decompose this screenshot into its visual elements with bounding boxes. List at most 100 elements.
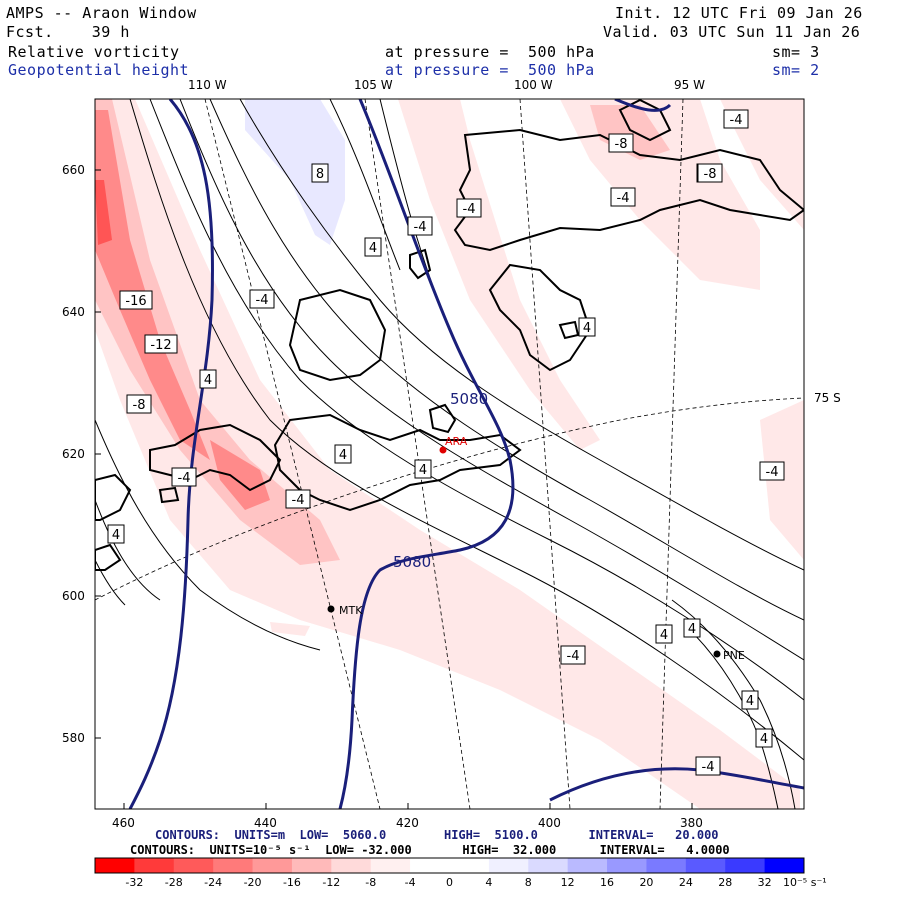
vorticity-label-text: 4 <box>419 463 427 478</box>
vorticity-shade-strong <box>95 110 210 460</box>
map-field-layer <box>95 99 804 809</box>
vorticity-label-text: -12 <box>150 338 171 353</box>
vorticity-contour-label: -4 <box>610 187 636 207</box>
vorticity-contour-label: 4 <box>334 444 352 464</box>
y-tick-label: 620 <box>62 447 85 461</box>
colorbar-tick-label: 16 <box>600 876 614 889</box>
colorbar-tick-label: -4 <box>405 876 416 889</box>
vorticity-shade-light-2 <box>398 99 600 450</box>
colorbar-tick-label: 0 <box>446 876 453 889</box>
y-tick-label: 660 <box>62 163 85 177</box>
colorbar-swatch <box>213 858 254 873</box>
field1-pressure: at pressure = 500 hPa <box>385 43 595 61</box>
vorticity-label-text: 4 <box>688 622 696 637</box>
vorticity-contour-label: 4 <box>414 459 432 479</box>
vorticity-label-text: -4 <box>567 649 580 664</box>
valid-time: Valid. 03 UTC Sun 11 Jan 26 <box>603 23 861 41</box>
vorticity-contour-label: -8 <box>697 163 723 183</box>
vorticity-label-text: -4 <box>766 465 779 480</box>
station-pne[interactable]: PNE <box>713 649 745 662</box>
vorticity-contour-label: 4 <box>578 317 596 337</box>
colorbar-swatch <box>685 858 726 873</box>
vorticity-label-layer: -16-12-8-4-4-4-4-4-4-4-4-4-4-4-8-8444444… <box>107 109 785 776</box>
vorticity-contour-label: -16 <box>119 290 153 310</box>
x-tick-label: 460 <box>112 816 135 830</box>
colorbar-tick-label: -32 <box>125 876 143 889</box>
vorticity-contour-label: 4 <box>683 618 701 638</box>
vorticity-contour-label: -8 <box>608 133 634 153</box>
height-label: 5080 <box>450 390 488 408</box>
colorbar-tick-label: -24 <box>204 876 222 889</box>
vorticity-label-text: -4 <box>256 293 269 308</box>
vorticity-label-text: 4 <box>112 528 120 543</box>
field2-pressure: at pressure = 500 hPa <box>385 61 595 79</box>
vorticity-label-text: -4 <box>617 191 630 206</box>
vorticity-contour-info: CONTOURS: UNITS=10⁻⁵ s⁻¹ LOW= -32.000 HI… <box>130 843 730 857</box>
vorticity-contour-label: -8 <box>126 394 152 414</box>
vorticity-contour-label: -4 <box>723 109 749 129</box>
vorticity-contour-label: -4 <box>695 756 721 776</box>
field1-name: Relative vorticity <box>8 43 180 61</box>
vorticity-label-text: 4 <box>369 241 377 256</box>
vorticity-shade-pos-3 <box>270 622 310 636</box>
colorbar-swatch <box>252 858 293 873</box>
colorbar-swatch <box>764 858 805 873</box>
station-mtk[interactable]: MTK <box>327 604 364 617</box>
vorticity-contour-label: -4 <box>249 289 275 309</box>
colorbar-units: 10⁻⁵ s⁻¹ <box>783 876 827 889</box>
vorticity-shade-core <box>95 180 112 245</box>
vorticity-contour-label: 4 <box>755 728 773 748</box>
vorticity-shade-pos-2 <box>225 570 260 585</box>
colorbar-tick-label: 12 <box>561 876 575 889</box>
colorbar-swatch <box>134 858 175 873</box>
station-ara-marker-icon <box>439 446 447 454</box>
vorticity-label-text: 4 <box>583 321 591 336</box>
y-tick-label: 580 <box>62 731 85 745</box>
lon-label: 95 W <box>674 78 705 92</box>
colorbar-tick-label: 32 <box>758 876 772 889</box>
colorbar-swatch <box>370 858 411 873</box>
station-pne-marker-icon <box>713 650 721 658</box>
station-ara[interactable]: ARA <box>439 435 468 454</box>
lon-label: 110 W <box>188 78 227 92</box>
colorbar-swatch <box>331 858 372 873</box>
vorticity-label-text: 4 <box>760 732 768 747</box>
colorbar-tick-label: 24 <box>679 876 693 889</box>
colorbar-swatch <box>449 858 490 873</box>
colorbar-tick-label: 4 <box>485 876 492 889</box>
colorbar-swatch <box>528 858 569 873</box>
vorticity-label-text: -4 <box>730 113 743 128</box>
station-mtk-marker-icon <box>327 605 335 613</box>
vorticity-contour-label: 8 <box>311 163 329 183</box>
lat-label: 75 S <box>814 391 841 405</box>
lon-label: 100 W <box>514 78 553 92</box>
colorbar: -32 -28 -24 -20 -16 -12 -8 -4 0 4 8 12 16 20 24 28 32 <box>94 857 805 889</box>
colorbar-tick-label: 28 <box>718 876 732 889</box>
vorticity-label-text: 4 <box>660 628 668 643</box>
graticule <box>95 99 804 809</box>
vorticity-contour-label: -12 <box>144 334 178 354</box>
vorticity-label-text: -4 <box>178 471 191 486</box>
vorticity-contour-label: -4 <box>456 198 482 218</box>
vorticity-shade-mid-2 <box>590 105 670 160</box>
vorticity-label-text: -4 <box>702 760 715 775</box>
colorbar-swatch <box>173 858 214 873</box>
vorticity-shade-strong-2 <box>210 440 270 510</box>
vorticity-shade-positive <box>245 99 345 245</box>
vorticity-label-text: 4 <box>204 373 212 388</box>
height-contour-info: CONTOURS: UNITS=m LOW= 5060.0 HIGH= 5100… <box>155 828 719 842</box>
vorticity-label-text: -4 <box>414 220 427 235</box>
field2-name: Geopotential height <box>8 61 190 79</box>
vorticity-label-text: 8 <box>316 167 324 182</box>
colorbar-swatch <box>488 858 529 873</box>
colorbar-swatch <box>607 858 647 873</box>
vorticity-label-text: -4 <box>463 202 476 217</box>
vorticity-contour-label: 4 <box>655 624 673 644</box>
vorticity-label-text: -8 <box>704 167 717 182</box>
colorbar-tick-label: 8 <box>525 876 532 889</box>
field1-smoothing: sm= 3 <box>772 43 820 61</box>
vorticity-label-text: 4 <box>339 448 347 463</box>
vorticity-contour-label: -4 <box>285 489 311 509</box>
vorticity-label-text: -8 <box>133 398 146 413</box>
